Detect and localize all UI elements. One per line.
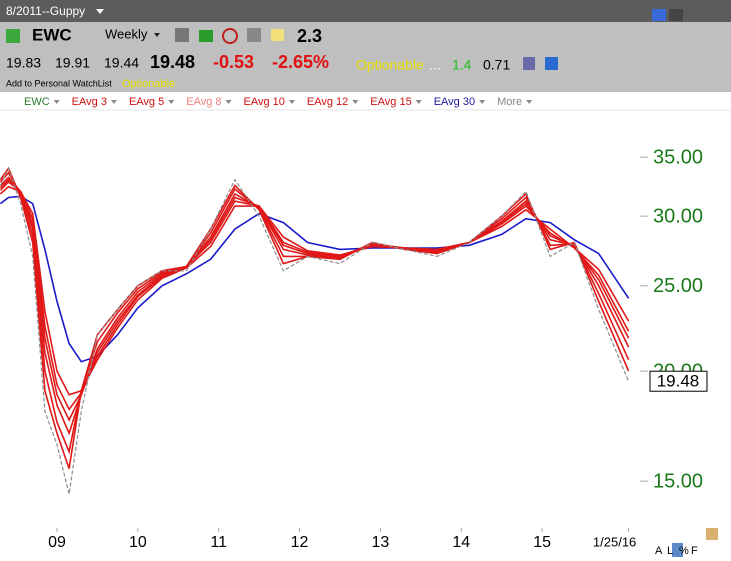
legend-arrow[interactable] [479, 100, 486, 104]
ema-line [0, 171, 630, 455]
footer: A L% F [655, 543, 698, 557]
legend: EWC EAvg 3 EAvg 5 EAvg 8 EAvg 10 EAvg 12 EAvg … [24, 96, 533, 108]
ema-line [0, 166, 630, 469]
legend-entry[interactable]: EAvg 15 [370, 96, 411, 108]
stat-1: 1.4 [452, 57, 472, 73]
legend-arrow[interactable] [352, 100, 359, 104]
x-tick-label: 15 [533, 534, 551, 551]
y-tick-label: 30.00 [653, 205, 703, 227]
plot: 15.0020.0025.0030.0035.00091011121314151… [0, 146, 708, 551]
rank: 2.3 [297, 26, 322, 46]
last-price-label: 19.48 [657, 372, 700, 391]
t-button[interactable] [669, 9, 683, 21]
footer-button[interactable]: A [655, 545, 663, 557]
legend-arrow[interactable] [415, 100, 422, 104]
layout-title[interactable]: 8/2011--Guppy [6, 4, 85, 18]
ellipsis: ... [429, 57, 441, 73]
y-tick-label: 15.00 [653, 470, 703, 492]
low: 19.44 [104, 55, 139, 71]
dropdown-arrow[interactable] [154, 33, 160, 37]
symbol: EWC [32, 25, 72, 44]
grid-icon[interactable] [247, 28, 261, 42]
stat-2: 0.71 [483, 57, 510, 73]
title-bar [0, 0, 731, 22]
y-tick-label: 35.00 [653, 146, 703, 168]
last: 19.48 [150, 52, 195, 72]
footer-highlight [672, 543, 683, 557]
db-icon[interactable] [523, 57, 535, 70]
change-pct: -2.65% [272, 52, 329, 72]
high: 19.91 [55, 55, 90, 71]
legend-arrow[interactable] [53, 100, 60, 104]
ema-line [0, 185, 630, 396]
watchlist-link[interactable]: Add to Personal WatchList [6, 78, 112, 88]
change: -0.53 [213, 52, 254, 72]
legend-entry[interactable]: EWC [24, 96, 50, 108]
legend-entry[interactable]: EAvg 30 [434, 96, 475, 108]
optionable: Optionable [356, 57, 424, 73]
s-button[interactable] [652, 9, 666, 21]
pencil-icon[interactable] [706, 528, 718, 540]
optionable-2: Optionable [122, 78, 175, 90]
tools-icon[interactable] [175, 28, 189, 42]
dropdown-arrow[interactable] [96, 9, 104, 14]
last-price-box [649, 370, 708, 392]
open: 19.83 [6, 55, 41, 71]
x-tick-label: 10 [129, 534, 147, 551]
x-tick-label: 13 [371, 534, 389, 551]
toolbar [0, 22, 731, 92]
legend-arrow[interactable] [110, 100, 117, 104]
ema-line [0, 176, 630, 436]
add-icon[interactable] [6, 29, 20, 43]
x-tick-label: 09 [48, 534, 66, 551]
x-tick-label: 12 [291, 534, 309, 551]
legend-more[interactable]: More [497, 96, 522, 108]
alarm-icon[interactable] [222, 28, 238, 44]
x-tick-label: 1/25/16 [593, 534, 636, 549]
ema-line [0, 178, 630, 422]
legend-entry[interactable]: EAvg 5 [129, 96, 164, 108]
price-line [0, 166, 630, 495]
footer-button[interactable]: F [691, 545, 698, 557]
footer-button[interactable]: L [667, 545, 673, 557]
ema-line [0, 195, 630, 363]
x-tick-label: 11 [210, 534, 227, 551]
legend-entry[interactable]: EAvg 3 [72, 96, 107, 108]
legend-entry[interactable]: EAvg 10 [244, 96, 285, 108]
legend-entry[interactable]: EAvg 12 [307, 96, 348, 108]
period[interactable]: Weekly [105, 26, 148, 41]
legend-arrow[interactable] [288, 100, 295, 104]
note-icon[interactable] [271, 29, 284, 41]
legend-arrow[interactable] [526, 100, 533, 104]
x-tick-label: 14 [452, 534, 470, 551]
y-tick-label: 25.00 [653, 275, 703, 297]
legend-entry[interactable]: EAvg 8 [186, 96, 221, 108]
footer-button[interactable]: % [679, 545, 689, 557]
indicator-icon[interactable] [199, 30, 213, 42]
legend-arrow[interactable] [168, 100, 175, 104]
legend-arrow[interactable] [225, 100, 232, 104]
save-icon[interactable] [545, 57, 558, 70]
ema-line [0, 180, 630, 411]
